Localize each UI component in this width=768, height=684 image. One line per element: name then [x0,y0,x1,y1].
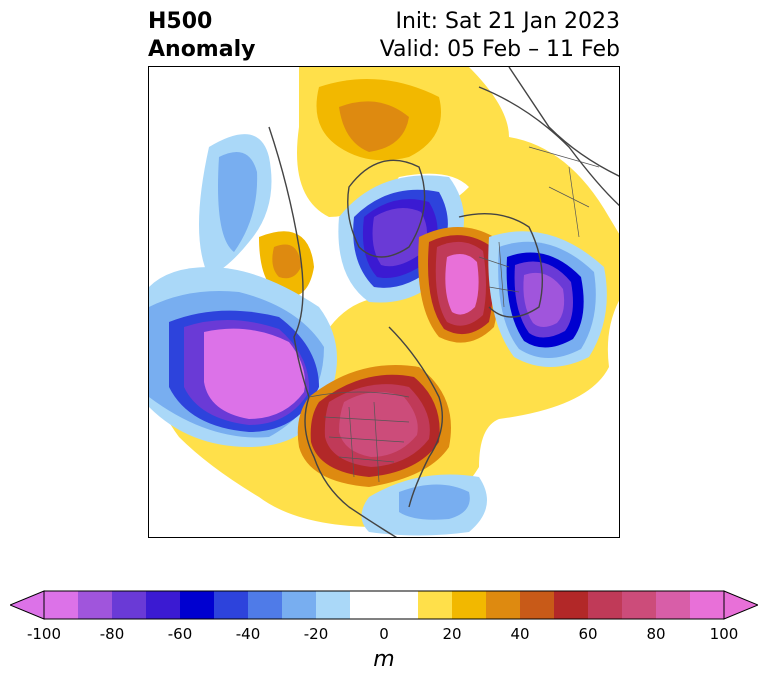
colorbar-segment [316,591,351,619]
usa-canada-border [308,391,410,398]
colorbar-tick-label: -20 [303,625,329,643]
colorbar-segments [44,591,725,619]
colorbar-tick-label: -60 [167,625,193,643]
coastlines [268,67,619,537]
colorbar-extend-max [723,590,758,620]
colorbar [10,590,758,620]
colorbar-segment [350,591,385,619]
colorbar-segment [384,591,419,619]
arctic-positive-core [339,101,409,152]
colorbar-segment [180,591,215,619]
colorbar-extend-min [10,590,45,620]
gulf-of-alaska-low-core [204,328,305,419]
colorbar-segment [418,591,453,619]
anomaly-fills [149,67,619,536]
colorbar-segment [248,591,283,619]
colorbar-segment [520,591,555,619]
anomaly-map [148,66,620,538]
us-state-lines [323,401,410,483]
colorbar-segment [588,591,623,619]
colorbar-segment [282,591,317,619]
colorbar-segment [214,591,249,619]
west-positive-core [272,244,301,279]
colorbar-tick-label: -100 [26,625,62,643]
colorbar-tick-label: 60 [578,625,598,643]
arctic-low-core [372,208,428,267]
asia-borders [528,146,600,238]
europe-coast [458,212,543,318]
colorbar-unit: m [373,647,395,672]
colorbar-outline [43,590,725,620]
colorbar-tick-label: 20 [442,625,462,643]
colorbar-tick-label: 0 [379,625,389,643]
colorbar-segment [656,591,691,619]
greenland-coast [347,159,426,258]
colorbar-segment [486,591,521,619]
colorbar-segment [78,591,113,619]
siberia-low-core [523,272,565,327]
title-line-variable: H500 [148,9,213,34]
asia-coast [478,86,619,207]
atlantic-negative-2 [399,484,470,520]
political-borders [308,146,600,483]
valid-range: Valid: 05 Feb – 11 Feb [379,37,620,62]
pacific-negative-band-2 [218,152,258,252]
init-date: Init: Sat 21 Jan 2023 [395,9,620,34]
title-line-anomaly: Anomaly [148,37,256,62]
colorbar-tick-label: -80 [99,625,125,643]
north-america-east-coast [388,326,444,508]
europe-ridge-core [445,253,479,315]
colorbar-segment [112,591,147,619]
colorbar-tick-label: 40 [510,625,530,643]
map-title: H500 Anomaly [148,8,255,64]
colorbar-segment [146,591,181,619]
north-america-high-core [339,392,418,457]
north-america-west-coast [268,126,398,537]
europe-borders [478,241,520,308]
map-dates: Init: Sat 21 Jan 2023 Valid: 05 Feb – 11… [380,8,620,64]
colorbar-tick-label: 100 [709,625,739,643]
colorbar-segment [452,591,487,619]
asia-east-coast [508,67,619,177]
colorbar-segment [690,591,725,619]
colorbar-segment [44,591,79,619]
colorbar-tick-label: -40 [235,625,261,643]
colorbar-segment [622,591,657,619]
colorbar-tick-label: 80 [646,625,666,643]
colorbar-segment [554,591,589,619]
map-svg [149,67,619,537]
